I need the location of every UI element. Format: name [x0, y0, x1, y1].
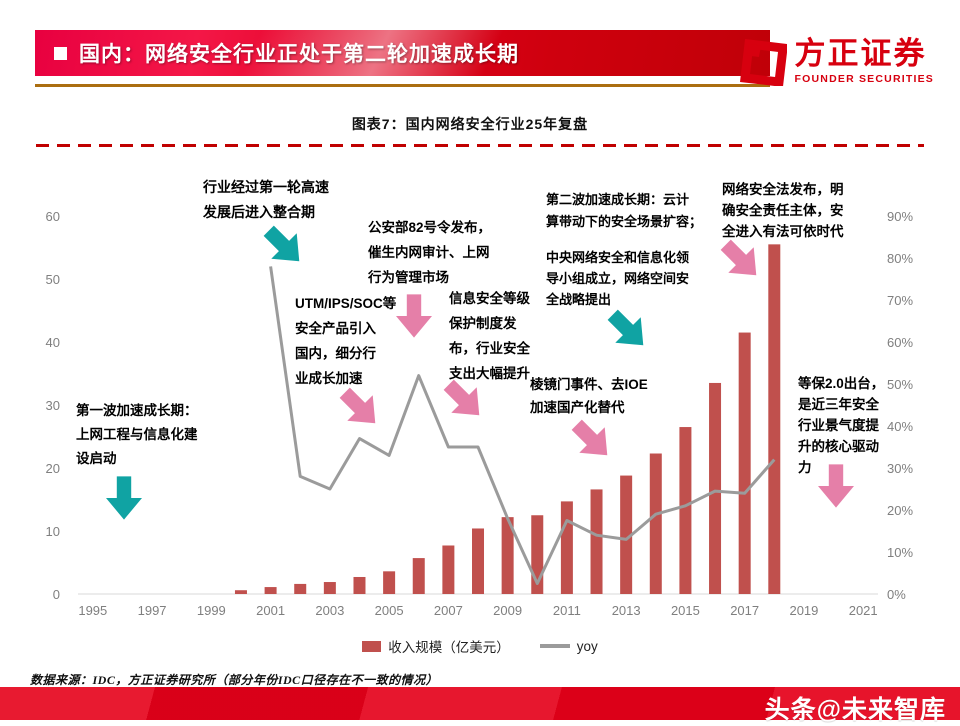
annotation: UTM/IPS/SOC等 安全产品引入 国内，细分行 业成长加速 — [295, 296, 397, 386]
revenue-bar — [620, 475, 633, 594]
yoy-line — [269, 266, 776, 585]
revenue-bar — [442, 545, 455, 594]
left-axis-tick: 50 — [46, 272, 60, 287]
x-axis-tick: 1995 — [78, 603, 107, 618]
dashed-divider — [36, 144, 924, 147]
right-axis-tick: 40% — [887, 419, 913, 434]
left-axis-tick: 0 — [53, 587, 60, 602]
data-source-note: 数据来源：IDC，方正证券研究所（部分年份IDC口径存在不一致的情况） — [30, 673, 439, 687]
x-axis-tick: 1999 — [197, 603, 226, 618]
x-axis-tick: 2007 — [434, 603, 463, 618]
left-axis-tick: 10 — [46, 524, 60, 539]
block-arrow-down-right-icon — [443, 378, 482, 427]
left-axis-tick: 20 — [46, 461, 60, 476]
right-axis-tick: 50% — [887, 377, 913, 392]
revenue-bar — [768, 244, 781, 594]
figure-title: 图表7：国内网络安全行业25年复盘 — [351, 116, 589, 132]
revenue-bar — [264, 587, 277, 594]
annotation: 中央网络安全和信息化领 导小组成立，网络空间安 全战略提出 — [546, 250, 690, 307]
banner-bullet-square-icon — [54, 46, 67, 60]
block-arrow-down-right-icon — [571, 418, 610, 467]
revenue-bar — [560, 501, 573, 594]
header-banner: 国内：网络安全行业正处于第二轮加速成长期 — [35, 30, 770, 76]
x-axis-tick: 2013 — [612, 603, 641, 618]
right-axis-tick: 0% — [887, 587, 906, 602]
annotation: 第二波加速成长期：云计 算带动下的安全场景扩容； — [546, 192, 703, 229]
block-arrow-down-icon — [396, 294, 432, 343]
right-axis-tick: 80% — [887, 251, 913, 266]
block-arrow-down-right-icon — [720, 238, 759, 287]
revenue-bar — [738, 332, 751, 594]
revenue-bar — [649, 453, 662, 594]
founder-cube-icon — [739, 38, 788, 91]
right-axis-tick: 10% — [887, 545, 913, 560]
line-swatch-icon — [539, 644, 570, 648]
annotation: 公安部82号令发布， 催生内网审计、上网 行为管理市场 — [368, 220, 492, 285]
legend-item-yoy: yoy — [539, 638, 598, 654]
legend-revenue-label: 收入规模（亿美元） — [388, 640, 510, 655]
x-axis-tick: 2015 — [671, 603, 700, 618]
logo-cn-text: 方正证券 — [794, 36, 927, 71]
bar-swatch-icon — [362, 640, 382, 652]
x-axis-tick: 2017 — [730, 603, 759, 618]
annotation: 棱镜门事件、去IOE 加速国产化替代 — [530, 377, 648, 415]
x-axis-tick: 2003 — [315, 603, 344, 618]
x-axis-tick: 2019 — [789, 603, 818, 618]
annotation: 信息安全等级 保护制度发 布，行业安全 支出大幅提升 — [449, 291, 530, 381]
right-axis-tick: 60% — [887, 335, 913, 350]
revenue-bar — [679, 427, 692, 594]
x-axis-tick: 2001 — [256, 603, 285, 618]
right-axis-tick: 90% — [887, 209, 913, 224]
x-axis-tick: 2005 — [375, 603, 404, 618]
revenue-bar — [294, 583, 307, 594]
block-arrow-down-right-icon — [607, 308, 646, 357]
right-axis-tick: 70% — [887, 293, 913, 308]
logo-en-text: FOUNDER SECURITIES — [794, 73, 934, 85]
revenue-bar — [590, 489, 603, 594]
page-title: 国内：网络安全行业正处于第二轮加速成长期 — [79, 43, 519, 66]
right-axis-tick: 20% — [887, 503, 913, 518]
revenue-bar — [412, 558, 425, 594]
revenue-bar — [353, 576, 366, 594]
annotation: 网络安全法发布，明 确安全责任主体，安 全进入有法可依时代 — [722, 182, 844, 239]
block-arrow-down-right-icon — [263, 224, 302, 273]
revenue-bar — [383, 571, 396, 594]
block-arrow-down-right-icon — [339, 386, 378, 435]
block-arrow-down-icon — [106, 476, 142, 525]
x-axis-tick: 2021 — [849, 603, 878, 618]
right-axis-tick: 30% — [887, 461, 913, 476]
revenue-bar — [501, 517, 514, 594]
annotation: 等保2.0出台， 是近三年安全 行业景气度提 升的核心驱动 力 — [798, 376, 885, 475]
chart-legend: 收入规模（亿美元） yoy — [0, 636, 960, 656]
left-axis-tick: 30 — [46, 398, 60, 413]
watermark-text: 头条@未来智库 — [764, 696, 946, 724]
revenue-bar — [472, 528, 485, 594]
x-axis-tick: 2011 — [553, 603, 581, 618]
bottom-red-bar — [0, 687, 960, 720]
annotation: 第一波加速成长期： 上网工程与信息化建 设启动 — [76, 403, 198, 466]
left-axis-tick: 40 — [46, 335, 60, 350]
block-arrow-down-icon — [818, 464, 854, 513]
x-axis-tick: 1997 — [138, 603, 167, 618]
x-axis-tick: 2009 — [493, 603, 522, 618]
annotation: 行业经过第一轮高速 发展后进入整合期 — [203, 179, 329, 220]
left-axis-tick: 60 — [46, 209, 60, 224]
legend-yoy-label: yoy — [576, 638, 598, 654]
revenue-bar — [234, 590, 247, 594]
legend-item-revenue: 收入规模（亿美元） — [362, 636, 510, 656]
header-divider — [35, 84, 770, 87]
revenue-bar — [709, 382, 722, 594]
revenue-bar — [323, 582, 336, 594]
founder-securities-logo: 方正证券 FOUNDER SECURITIES — [739, 38, 934, 91]
chart: 0 10 20 30 40 50 60 0% 10% 20% 30% 40% 50% 60% 70% 80% 9… — [46, 209, 914, 618]
